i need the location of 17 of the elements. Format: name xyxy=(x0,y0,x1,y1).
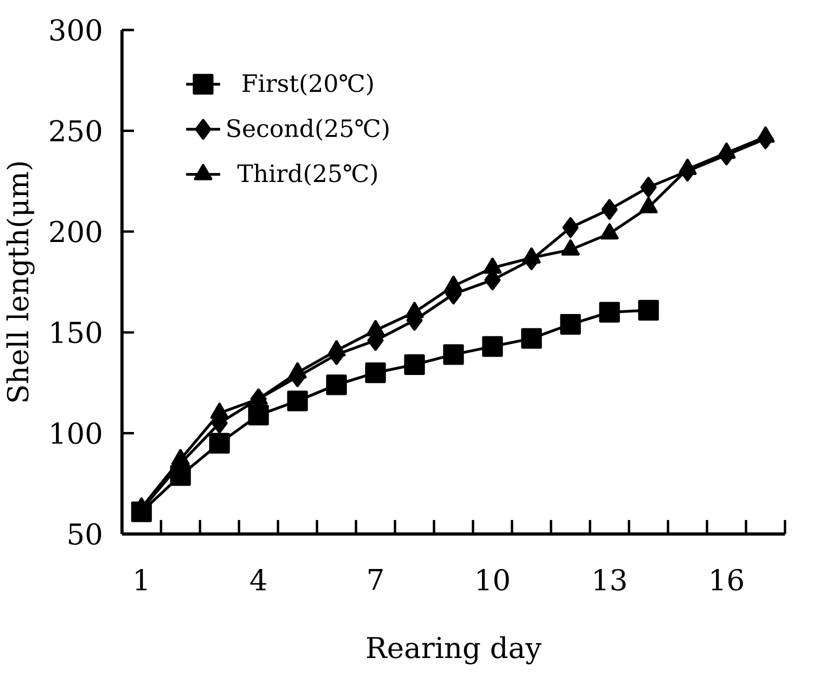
y-tick-label: 250 xyxy=(50,120,102,142)
legend-label: First(20℃) xyxy=(242,74,373,96)
y-tick-label: 150 xyxy=(52,322,102,344)
legend-label: Second(25℃) xyxy=(228,118,388,141)
y-tick-label: 300 xyxy=(50,19,102,41)
x-tick-label: 16 xyxy=(712,568,743,591)
x-tick-label: 13 xyxy=(594,568,626,591)
x-tick-label: 10 xyxy=(478,568,509,591)
y-tick-label: 100 xyxy=(52,422,102,444)
x-tick-label: 4 xyxy=(250,568,266,590)
y-axis-title: Shell length(μm) xyxy=(6,162,35,402)
x-tick-label: 7 xyxy=(368,568,383,590)
x-axis-title: Rearing day xyxy=(366,636,542,664)
x-tick-label: 1 xyxy=(136,568,147,590)
y-tick-label: 50 xyxy=(68,523,102,545)
y-tick-label: 200 xyxy=(50,220,102,242)
legend-label: Third(25℃) xyxy=(237,164,377,186)
